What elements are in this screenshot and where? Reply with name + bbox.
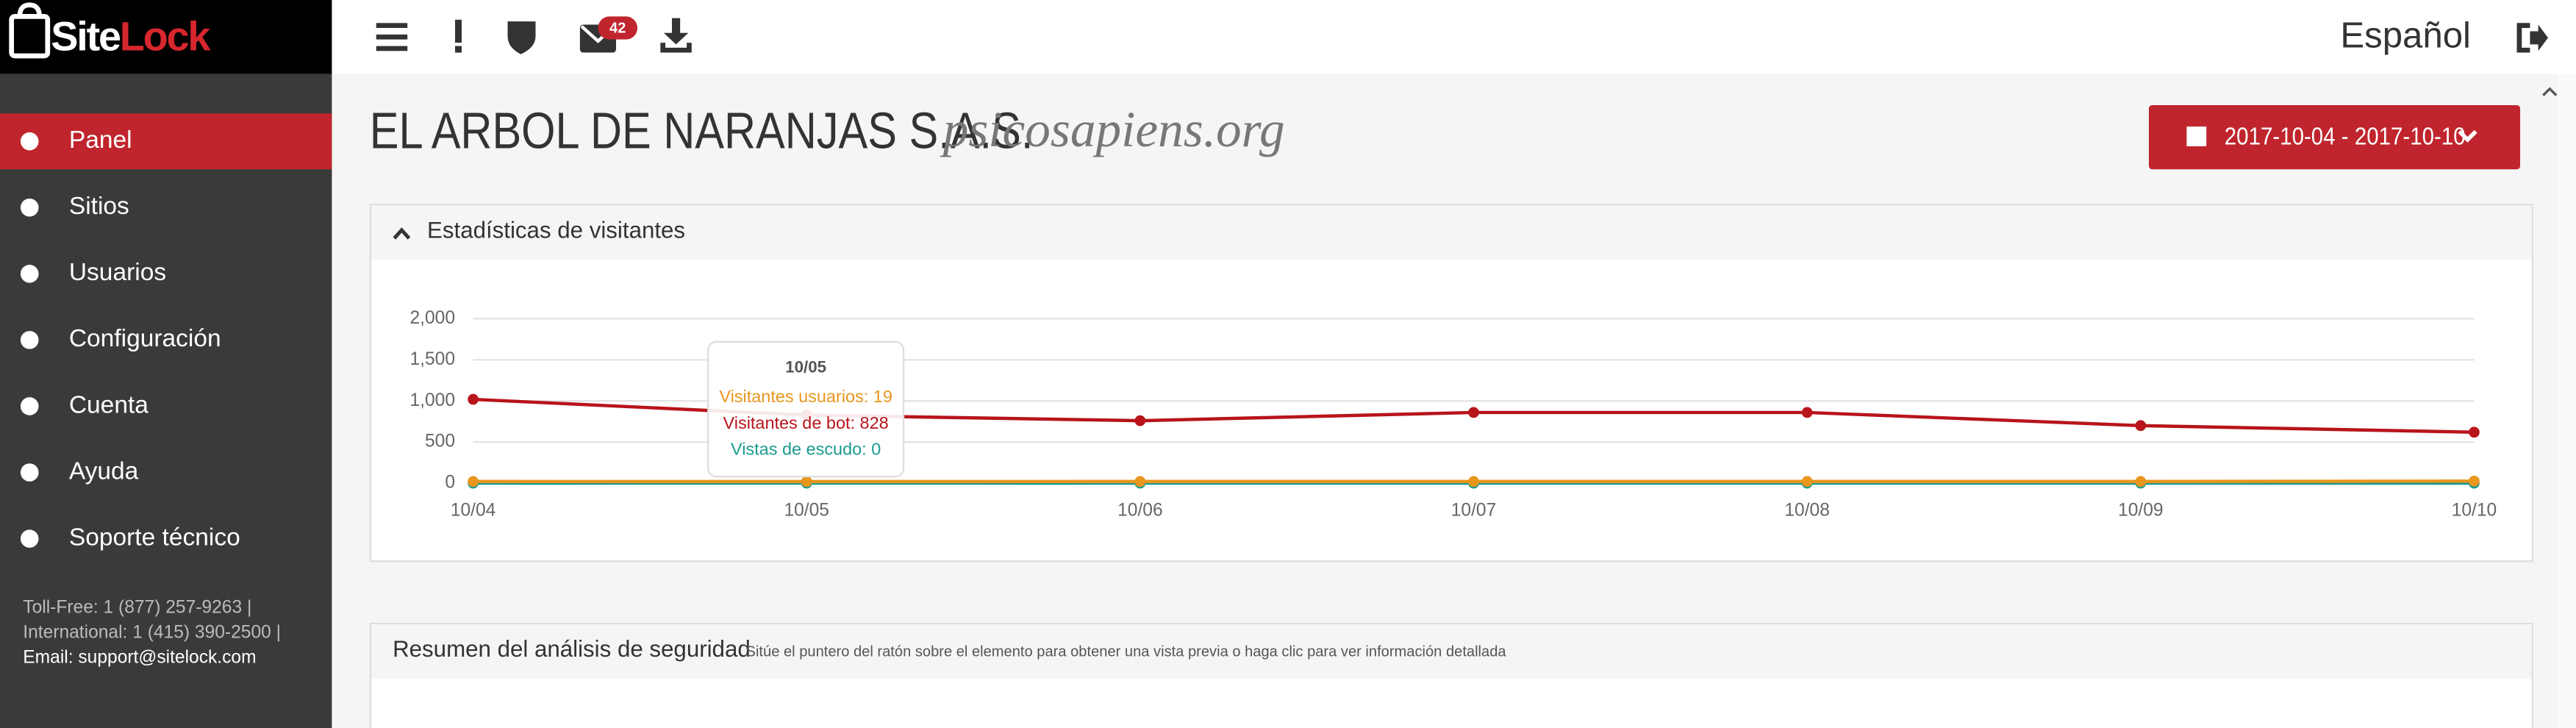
contact: Toll-Free: 1 (877) 257-9263 | Internation… (23, 597, 281, 667)
y-tick-label: 2,000 (409, 308, 455, 328)
point (1468, 407, 1479, 418)
scrollbar (2558, 74, 2576, 728)
point (2469, 427, 2480, 438)
nav-icon (20, 331, 39, 349)
nav-icon (20, 132, 39, 151)
tooltip-line: Visitantes usuarios: 19 (719, 387, 892, 406)
nav-item[interactable]: Sitios (69, 193, 129, 220)
logo-bar (0, 0, 332, 74)
nav-icon (20, 529, 39, 548)
contact-line: International: 1 (415) 390-2500 | (23, 623, 281, 643)
alert-icon[interactable] (455, 46, 462, 53)
top-bar (332, 0, 2576, 74)
nav-active (0, 113, 332, 170)
panel-header (371, 205, 2532, 260)
point (2469, 475, 2480, 487)
x-tick-label: 10/07 (1451, 501, 1497, 521)
sidebar (0, 74, 332, 728)
point (468, 393, 479, 405)
nav-item[interactable]: Soporte técnico (69, 524, 240, 551)
point (1801, 407, 1813, 418)
x-tick-label: 10/09 (2118, 501, 2164, 521)
y-tick-label: 1,000 (409, 390, 455, 410)
date-button[interactable] (2148, 105, 2521, 170)
point (2135, 476, 2147, 488)
language[interactable]: Español (2340, 15, 2471, 55)
x-tick-label: 10/06 (1117, 501, 1163, 521)
nav-icon (20, 397, 39, 415)
chart: 0 500 1,000 1,500 2,000 10/04 10/05 10/06 10/07 1… (409, 308, 2497, 520)
nav-item[interactable]: Configuración (69, 325, 221, 352)
logo-shackle (17, 2, 42, 17)
logo: SiteLock (51, 13, 211, 59)
nav-item[interactable]: Ayuda (69, 457, 139, 485)
nav-item[interactable]: Usuarios (69, 259, 166, 286)
collapse-icon[interactable] (393, 227, 411, 240)
logo-lock (9, 14, 51, 59)
x-tick-label: 10/04 (451, 501, 496, 521)
nav-icon (20, 198, 39, 217)
nav-icon (20, 265, 39, 283)
logo-part: Site (51, 13, 121, 59)
logout-icon[interactable] (2516, 23, 2549, 53)
y-tick-label: 500 (425, 432, 455, 452)
panel-hint: Sitúe el puntero del ratón sobre el elem… (746, 644, 1507, 660)
nav-icon (20, 463, 39, 482)
x-tick-label: 10/05 (784, 501, 829, 521)
tooltip-line: Vistas de escudo: 0 (731, 440, 881, 459)
contact-line: Email: support@sitelock.com (23, 648, 256, 668)
nav: Panel Sitios Usuarios Configuración Cuenta Ay… (20, 126, 240, 551)
contact-line: Toll-Free: 1 (877) 257-9263 | (23, 597, 251, 617)
y-tick-label: 0 (445, 473, 455, 493)
download-icon[interactable] (660, 18, 692, 53)
tooltip (707, 340, 905, 478)
x-tick-label: 10/08 (1784, 501, 1830, 521)
calendar-icon (2186, 126, 2207, 146)
point (2135, 420, 2147, 432)
badge-count: 42 (609, 20, 626, 36)
nav-item[interactable]: Panel (69, 126, 132, 154)
point (1468, 476, 1479, 488)
point (1801, 476, 1813, 488)
point (468, 476, 479, 488)
tooltip-line: Visitantes de bot: 828 (723, 413, 889, 432)
company-title: EL ARBOL DE NARANJAS S.A.S. (370, 102, 1034, 159)
panel-title: Resumen del análisis de seguridad (393, 636, 751, 662)
point (801, 476, 812, 488)
menu-icon[interactable] (376, 34, 408, 40)
menu-icon[interactable] (376, 23, 408, 29)
badge (598, 16, 638, 40)
point (1134, 415, 1146, 427)
y-tick-label: 1,500 (409, 349, 455, 369)
nav-item[interactable]: Cuenta (69, 391, 149, 418)
scroll-up[interactable] (2542, 87, 2558, 96)
site-name: psicosapiens.org (940, 101, 1285, 157)
logo-part: Lock (120, 13, 212, 59)
point (1134, 476, 1146, 488)
chevron (2458, 129, 2477, 143)
date-range: 2017-10-04 - 2017-10-10 (2225, 122, 2466, 150)
panel-header (371, 624, 2532, 679)
alert-icon[interactable] (455, 19, 462, 43)
panel-title: Estadísticas de visitantes (427, 217, 685, 243)
shield-icon[interactable] (507, 21, 536, 54)
menu-icon[interactable] (376, 46, 408, 51)
x-tick-label: 10/10 (2452, 501, 2497, 521)
tooltip-title: 10/05 (785, 357, 826, 376)
